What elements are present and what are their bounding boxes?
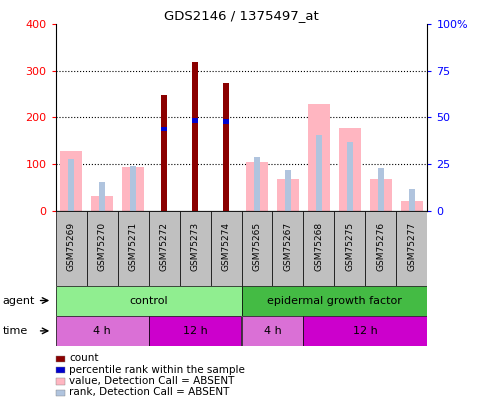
Bar <box>86 211 117 286</box>
Text: GSM75273: GSM75273 <box>190 222 199 271</box>
Bar <box>303 316 427 346</box>
Bar <box>60 151 82 211</box>
Bar <box>117 211 149 286</box>
Bar <box>366 211 397 286</box>
Text: count: count <box>69 354 99 363</box>
Bar <box>68 160 74 211</box>
Bar <box>246 162 268 211</box>
Bar <box>242 286 427 316</box>
Text: GSM75275: GSM75275 <box>345 222 355 271</box>
Bar <box>397 211 427 286</box>
Bar <box>161 95 167 211</box>
Bar <box>242 211 272 286</box>
Text: agent: agent <box>2 296 35 305</box>
Text: time: time <box>2 326 28 336</box>
Bar <box>99 182 105 211</box>
Text: GSM75276: GSM75276 <box>376 222 385 271</box>
Bar <box>56 211 86 286</box>
Text: control: control <box>129 296 168 306</box>
Bar <box>56 378 65 385</box>
Bar <box>56 367 65 373</box>
Bar <box>56 390 65 396</box>
Title: GDS2146 / 1375497_at: GDS2146 / 1375497_at <box>164 9 319 22</box>
Text: GSM75271: GSM75271 <box>128 222 138 271</box>
Bar <box>56 286 242 316</box>
Bar <box>272 211 303 286</box>
Bar <box>242 316 303 346</box>
Text: 4 h: 4 h <box>93 326 111 336</box>
Bar <box>378 168 384 211</box>
Bar <box>285 170 291 211</box>
Bar <box>339 128 361 211</box>
Bar <box>122 167 144 211</box>
Bar <box>56 356 65 362</box>
Text: 12 h: 12 h <box>353 326 378 336</box>
Text: GSM75270: GSM75270 <box>98 222 107 271</box>
Bar <box>254 157 260 211</box>
Bar <box>161 127 167 131</box>
Text: 4 h: 4 h <box>264 326 282 336</box>
Bar <box>334 211 366 286</box>
Text: GSM75265: GSM75265 <box>253 222 261 271</box>
Bar <box>347 142 353 211</box>
Bar <box>303 211 334 286</box>
Bar <box>149 316 242 346</box>
Bar <box>277 179 299 211</box>
Bar <box>316 135 322 211</box>
Text: value, Detection Call = ABSENT: value, Detection Call = ABSENT <box>69 376 234 386</box>
Text: GSM75272: GSM75272 <box>159 222 169 271</box>
Bar <box>211 211 242 286</box>
Bar <box>192 118 198 123</box>
Bar <box>409 189 415 211</box>
Bar <box>308 104 330 211</box>
Bar <box>149 211 180 286</box>
Text: rank, Detection Call = ABSENT: rank, Detection Call = ABSENT <box>69 388 229 397</box>
Text: GSM75268: GSM75268 <box>314 222 324 271</box>
Text: GSM75267: GSM75267 <box>284 222 293 271</box>
Text: percentile rank within the sample: percentile rank within the sample <box>69 365 245 375</box>
Bar <box>223 83 229 211</box>
Bar <box>370 179 392 211</box>
Bar <box>180 211 211 286</box>
Bar <box>130 166 136 211</box>
Bar <box>192 62 198 211</box>
Bar <box>56 316 149 346</box>
Text: GSM75277: GSM75277 <box>408 222 416 271</box>
Bar <box>91 196 113 211</box>
Bar <box>223 119 229 124</box>
Bar <box>401 201 423 211</box>
Text: 12 h: 12 h <box>183 326 207 336</box>
Text: GSM75269: GSM75269 <box>67 222 75 271</box>
Text: epidermal growth factor: epidermal growth factor <box>267 296 402 306</box>
Text: GSM75274: GSM75274 <box>222 222 230 271</box>
